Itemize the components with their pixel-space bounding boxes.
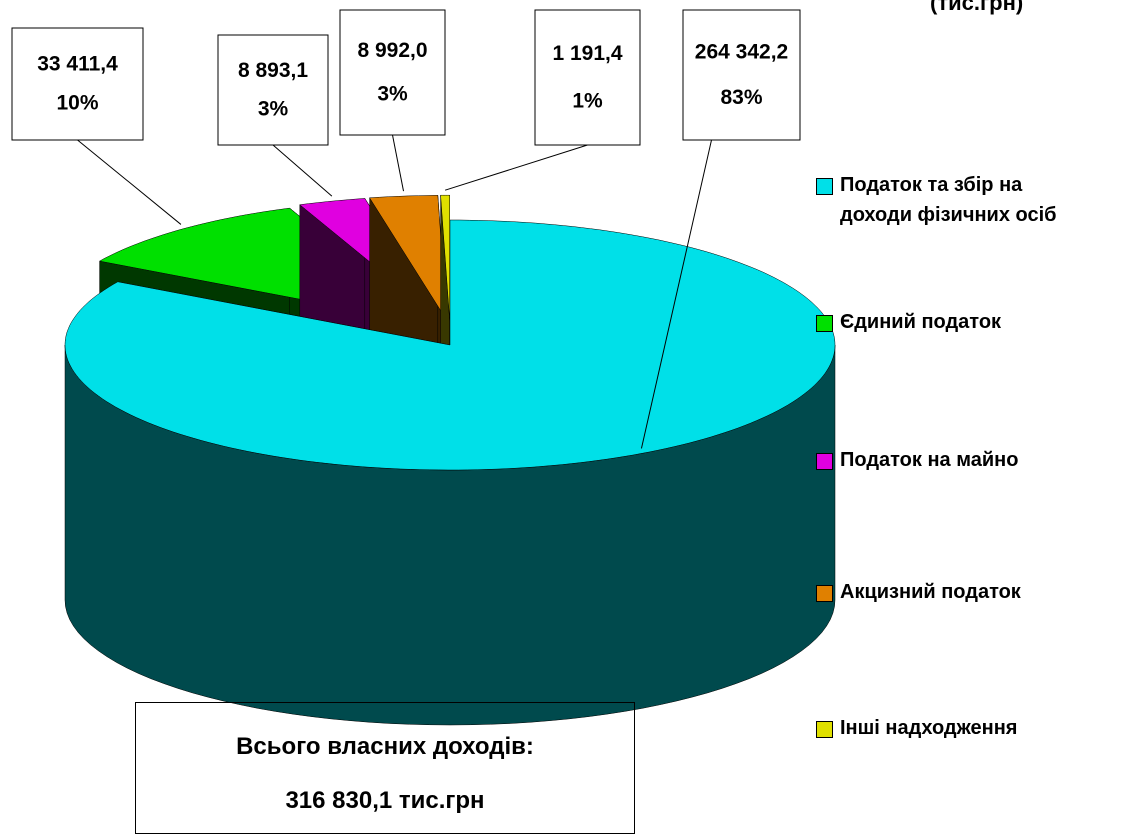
legend-label: Податок на майно [840, 449, 1019, 471]
value-label: 1 191,4 [552, 42, 622, 65]
percent-label: 3% [377, 83, 408, 106]
legend-label: Єдиний податок [840, 311, 1002, 333]
total-value: 316 830,1 тис.грн [285, 787, 485, 814]
value-label: 8 893,1 [238, 59, 308, 82]
total-label: Всього власних доходів: [236, 733, 534, 760]
legend-swatch [816, 585, 833, 602]
legend-swatch [816, 315, 833, 332]
slice-top [440, 194, 450, 321]
label-box [682, 9, 801, 141]
percent-label: 83% [720, 86, 762, 109]
legend-label: Інші надходження [840, 717, 1018, 739]
legend-swatch [816, 721, 833, 738]
label-box [534, 9, 641, 146]
percent-label: 10% [56, 92, 98, 115]
leader-line [77, 139, 182, 225]
leader-line [392, 134, 405, 192]
legend-label: Акцизний податок [840, 581, 1021, 603]
percent-label: 3% [258, 97, 289, 120]
legend-label: Податок та збір на доходи фізичних осіб [840, 174, 1057, 226]
slice-top [64, 219, 836, 471]
slice [64, 219, 836, 726]
subtitle: (тис.грн) [930, 0, 1024, 15]
leader-line [272, 144, 333, 197]
label-box [11, 27, 144, 141]
leader-line [444, 144, 588, 191]
label-box [339, 9, 446, 136]
percent-label: 1% [572, 89, 603, 112]
legend-swatch [816, 178, 833, 195]
slice-top [369, 195, 448, 321]
label-box [217, 34, 329, 146]
legend-swatch [816, 453, 833, 470]
value-label: 8 992,0 [357, 39, 427, 62]
value-label: 33 411,4 [37, 53, 118, 76]
value-label: 264 342,2 [695, 40, 788, 63]
total-box: Всього власних доходів: 316 830,1 тис.гр… [135, 702, 635, 834]
leader-line [640, 139, 712, 449]
